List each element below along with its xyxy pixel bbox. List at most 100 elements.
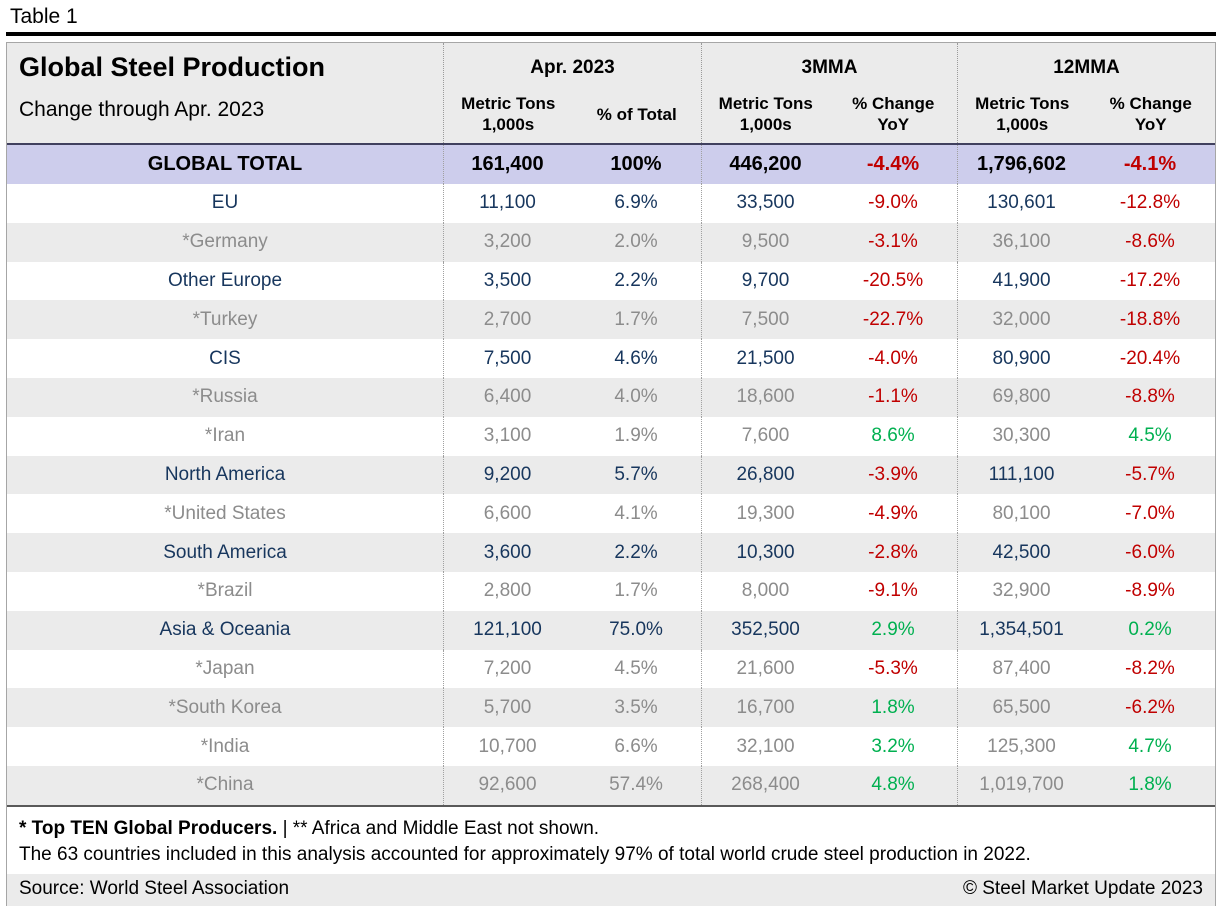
row-label: *United States	[7, 494, 443, 533]
column-group-label: 3MMA	[702, 43, 957, 93]
cell-value: 32,900	[957, 572, 1085, 611]
cell-value: -20.4%	[1085, 339, 1215, 378]
row-label: South America	[7, 533, 443, 572]
cell-value: 100%	[571, 145, 701, 184]
cell-value: 26,800	[701, 456, 829, 495]
table-row: *Japan7,2004.5%21,600-5.3%87,400-8.2%	[7, 650, 1215, 689]
cell-value: -8.9%	[1085, 572, 1215, 611]
cell-value: 111,100	[957, 456, 1085, 495]
cell-value: -18.8%	[1085, 300, 1215, 339]
table-row: Asia & Oceania121,10075.0%352,5002.9%1,3…	[7, 611, 1215, 650]
table-title-cell: Global Steel Production Change through A…	[7, 43, 443, 143]
cell-value: 4.5%	[571, 650, 701, 689]
header-groups: Apr. 2023Metric Tons1,000s% of Total3MMA…	[443, 43, 1215, 143]
cell-value: 30,300	[957, 417, 1085, 456]
cell-value: -22.7%	[829, 300, 957, 339]
cell-value: 36,100	[957, 223, 1085, 262]
top-divider	[6, 32, 1216, 36]
cell-value: 1.7%	[571, 300, 701, 339]
footnote-producers: * Top TEN Global Producers.	[19, 818, 277, 839]
column-subheader: Metric Tons1,000s	[444, 93, 573, 143]
column-subheader: % of Total	[573, 93, 702, 143]
cell-value: 1.8%	[1085, 766, 1215, 805]
table-row: *Germany3,2002.0%9,500-3.1%36,100-8.6%	[7, 223, 1215, 262]
table-row: North America9,2005.7%26,800-3.9%111,100…	[7, 456, 1215, 495]
cell-value: 161,400	[443, 145, 571, 184]
column-group-label: Apr. 2023	[444, 43, 701, 93]
cell-value: 2,700	[443, 300, 571, 339]
table-subtitle: Change through Apr. 2023	[19, 98, 431, 122]
cell-value: 3.2%	[829, 727, 957, 766]
cell-value: 4.7%	[1085, 727, 1215, 766]
cell-value: 6,600	[443, 494, 571, 533]
cell-value: 75.0%	[571, 611, 701, 650]
cell-value: 2.2%	[571, 533, 701, 572]
table-row: *China92,60057.4%268,4004.8%1,019,7001.8…	[7, 766, 1215, 805]
cell-value: 9,500	[701, 223, 829, 262]
cell-value: 87,400	[957, 650, 1085, 689]
cell-value: 5,700	[443, 688, 571, 727]
cell-value: -6.2%	[1085, 688, 1215, 727]
cell-value: 9,200	[443, 456, 571, 495]
cell-value: -3.1%	[829, 223, 957, 262]
cell-value: 2.2%	[571, 262, 701, 301]
cell-value: -1.1%	[829, 378, 957, 417]
column-subheader: Metric Tons1,000s	[958, 93, 1087, 143]
cell-value: 80,900	[957, 339, 1085, 378]
cell-value: -4.0%	[829, 339, 957, 378]
cell-value: -4.9%	[829, 494, 957, 533]
row-label: GLOBAL TOTAL	[7, 145, 443, 184]
cell-value: 4.8%	[829, 766, 957, 805]
source-text: Source: World Steel Association	[19, 878, 289, 900]
cell-value: 69,800	[957, 378, 1085, 417]
cell-value: 3,100	[443, 417, 571, 456]
cell-value: 3,600	[443, 533, 571, 572]
steel-production-table: Global Steel Production Change through A…	[6, 42, 1216, 906]
row-label: *Japan	[7, 650, 443, 689]
row-label: *South Korea	[7, 688, 443, 727]
cell-value: 1.9%	[571, 417, 701, 456]
cell-value: 65,500	[957, 688, 1085, 727]
cell-value: 130,601	[957, 184, 1085, 223]
footnote-line-2: The 63 countries included in this analys…	[19, 842, 1203, 869]
footnote-africa: | ** Africa and Middle East not shown.	[277, 818, 599, 839]
table-row: *United States6,6004.1%19,300-4.9%80,100…	[7, 494, 1215, 533]
cell-value: 6.6%	[571, 727, 701, 766]
cell-value: 1,796,602	[957, 145, 1085, 184]
cell-value: 9,700	[701, 262, 829, 301]
cell-value: 80,100	[957, 494, 1085, 533]
row-label: CIS	[7, 339, 443, 378]
table-row: Other Europe3,5002.2%9,700-20.5%41,900-1…	[7, 262, 1215, 301]
cell-value: 16,700	[701, 688, 829, 727]
copyright-text: © Steel Market Update 2023	[963, 878, 1203, 900]
column-group: Apr. 2023Metric Tons1,000s% of Total	[443, 43, 701, 143]
table-row: *Turkey2,7001.7%7,500-22.7%32,000-18.8%	[7, 300, 1215, 339]
footnote-line-1: * Top TEN Global Producers. | ** Africa …	[19, 816, 1203, 843]
cell-value: 7,500	[443, 339, 571, 378]
cell-value: 11,100	[443, 184, 571, 223]
table-row: *Brazil2,8001.7%8,000-9.1%32,900-8.9%	[7, 572, 1215, 611]
cell-value: 125,300	[957, 727, 1085, 766]
cell-value: 33,500	[701, 184, 829, 223]
cell-value: 4.1%	[571, 494, 701, 533]
row-label: *Germany	[7, 223, 443, 262]
cell-value: 1.7%	[571, 572, 701, 611]
row-label: EU	[7, 184, 443, 223]
cell-value: 4.5%	[1085, 417, 1215, 456]
cell-value: 57.4%	[571, 766, 701, 805]
cell-value: 92,600	[443, 766, 571, 805]
cell-value: 3.5%	[571, 688, 701, 727]
cell-value: 8.6%	[829, 417, 957, 456]
cell-value: 10,700	[443, 727, 571, 766]
cell-value: -8.8%	[1085, 378, 1215, 417]
cell-value: -20.5%	[829, 262, 957, 301]
cell-value: 19,300	[701, 494, 829, 533]
table-row: CIS7,5004.6%21,500-4.0%80,900-20.4%	[7, 339, 1215, 378]
column-subheader: % ChangeYoY	[830, 93, 958, 143]
cell-value: 8,000	[701, 572, 829, 611]
row-label: *India	[7, 727, 443, 766]
cell-value: 2.0%	[571, 223, 701, 262]
cell-value: -4.4%	[829, 145, 957, 184]
cell-value: -5.7%	[1085, 456, 1215, 495]
cell-value: -3.9%	[829, 456, 957, 495]
